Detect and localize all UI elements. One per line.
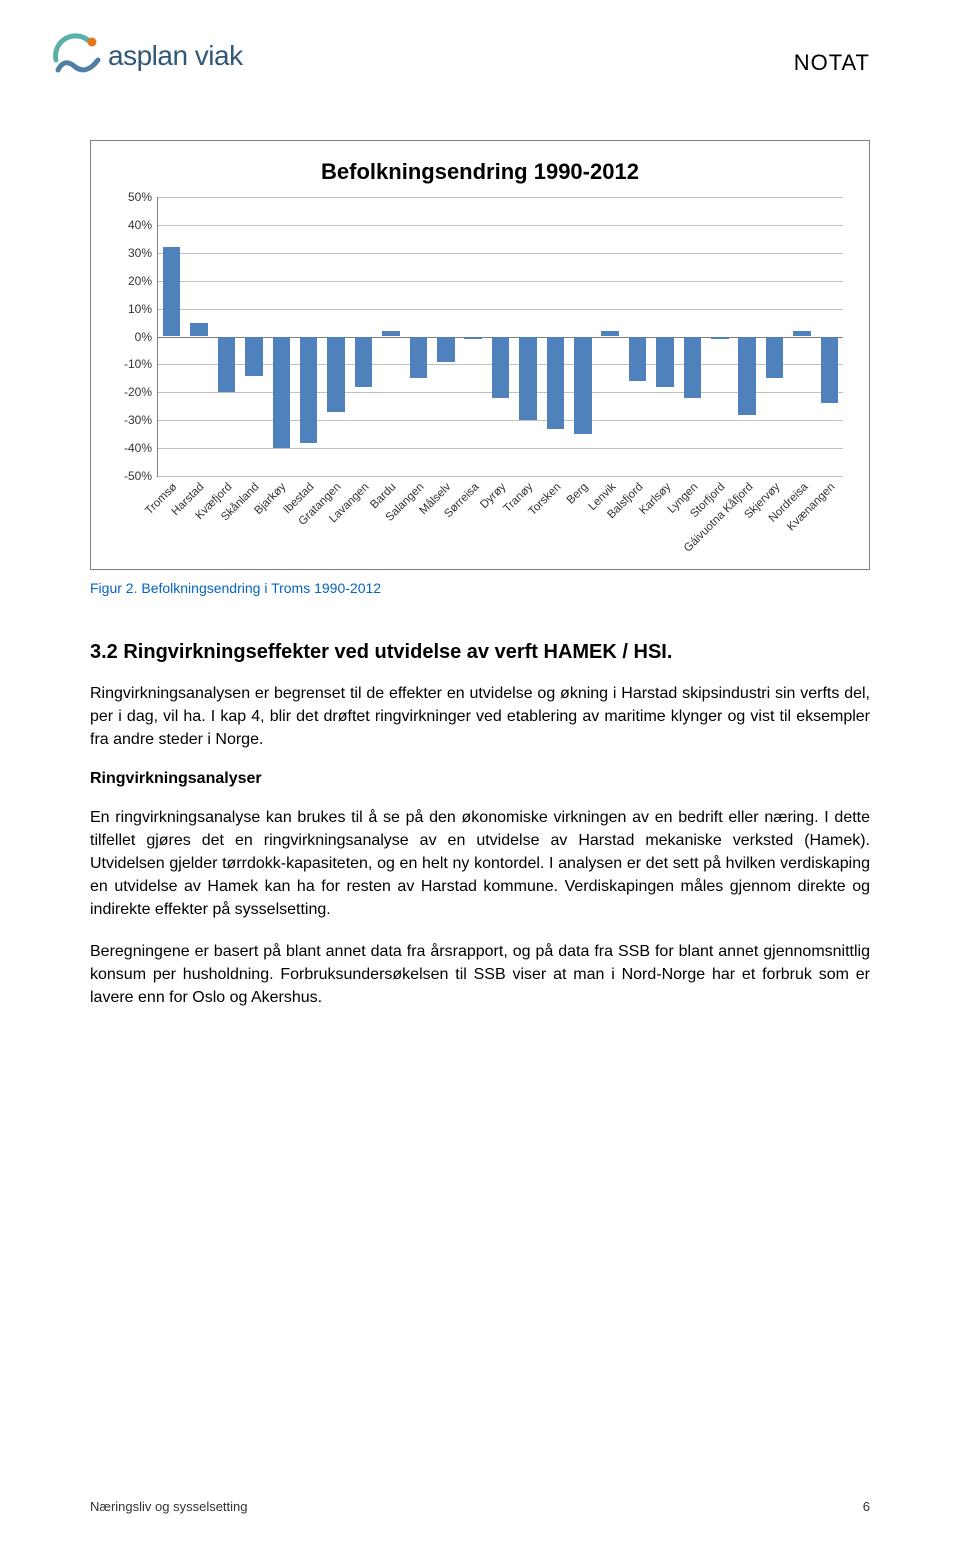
y-tick-label: 40% (110, 218, 152, 232)
chart-title: Befolkningsendring 1990-2012 (107, 159, 853, 185)
logo: asplan viak (50, 30, 243, 82)
document-type: NOTAT (794, 50, 870, 76)
y-tick-label: -20% (110, 385, 152, 399)
y-tick-label: -50% (110, 469, 152, 483)
footer-page-number: 6 (863, 1499, 870, 1514)
chart-bar (601, 331, 619, 337)
chart-bar (163, 247, 181, 336)
chart-bar (273, 337, 291, 449)
chart-bar (574, 337, 592, 435)
chart-bar (245, 337, 263, 376)
chart-bar (492, 337, 510, 398)
chart-bar (684, 337, 702, 398)
y-tick-label: 20% (110, 274, 152, 288)
footer: Næringsliv og sysselsetting 6 (90, 1499, 870, 1514)
logo-text: asplan viak (108, 40, 243, 72)
chart-bar (218, 337, 236, 393)
chart-bar (738, 337, 756, 415)
y-tick-label: -40% (110, 441, 152, 455)
y-tick-label: 50% (110, 190, 152, 204)
chart-bar (300, 337, 318, 443)
section-heading: 3.2 Ringvirkningseffekter ved utvidelse … (90, 641, 870, 664)
y-tick-label: 10% (110, 302, 152, 316)
chart-bar (382, 331, 400, 337)
chart-bar (766, 337, 784, 379)
y-tick-label: -10% (110, 357, 152, 371)
footer-left: Næringsliv og sysselsetting (90, 1499, 248, 1514)
subheading: Ringvirkningsanalyser (90, 770, 870, 788)
chart-bar (190, 323, 208, 337)
chart-bar (410, 337, 428, 379)
chart-bar (629, 337, 647, 382)
y-tick-label: 0% (110, 330, 152, 344)
y-tick-label: 30% (110, 246, 152, 260)
logo-icon (50, 30, 102, 82)
population-chart: Befolkningsendring 1990-2012 50% 40% 30% 20… (90, 140, 870, 570)
chart-bar (821, 337, 839, 404)
chart-bar (355, 337, 373, 387)
chart-bar (327, 337, 345, 412)
chart-bar (711, 337, 729, 340)
paragraph-3: Beregningene er basert på blant annet da… (90, 940, 870, 1010)
figure-caption: Figur 2. Befolkningsendring i Troms 1990… (90, 580, 870, 596)
paragraph-1: Ringvirkningsanalysen er begrenset til d… (90, 682, 870, 752)
y-tick-label: -30% (110, 413, 152, 427)
chart-bar (519, 337, 537, 421)
chart-bar (793, 331, 811, 337)
paragraph-2: En ringvirkningsanalyse kan brukes til å… (90, 806, 870, 922)
chart-bar (547, 337, 565, 429)
chart-bar (464, 337, 482, 340)
chart-bar (656, 337, 674, 387)
chart-bar (437, 337, 455, 362)
